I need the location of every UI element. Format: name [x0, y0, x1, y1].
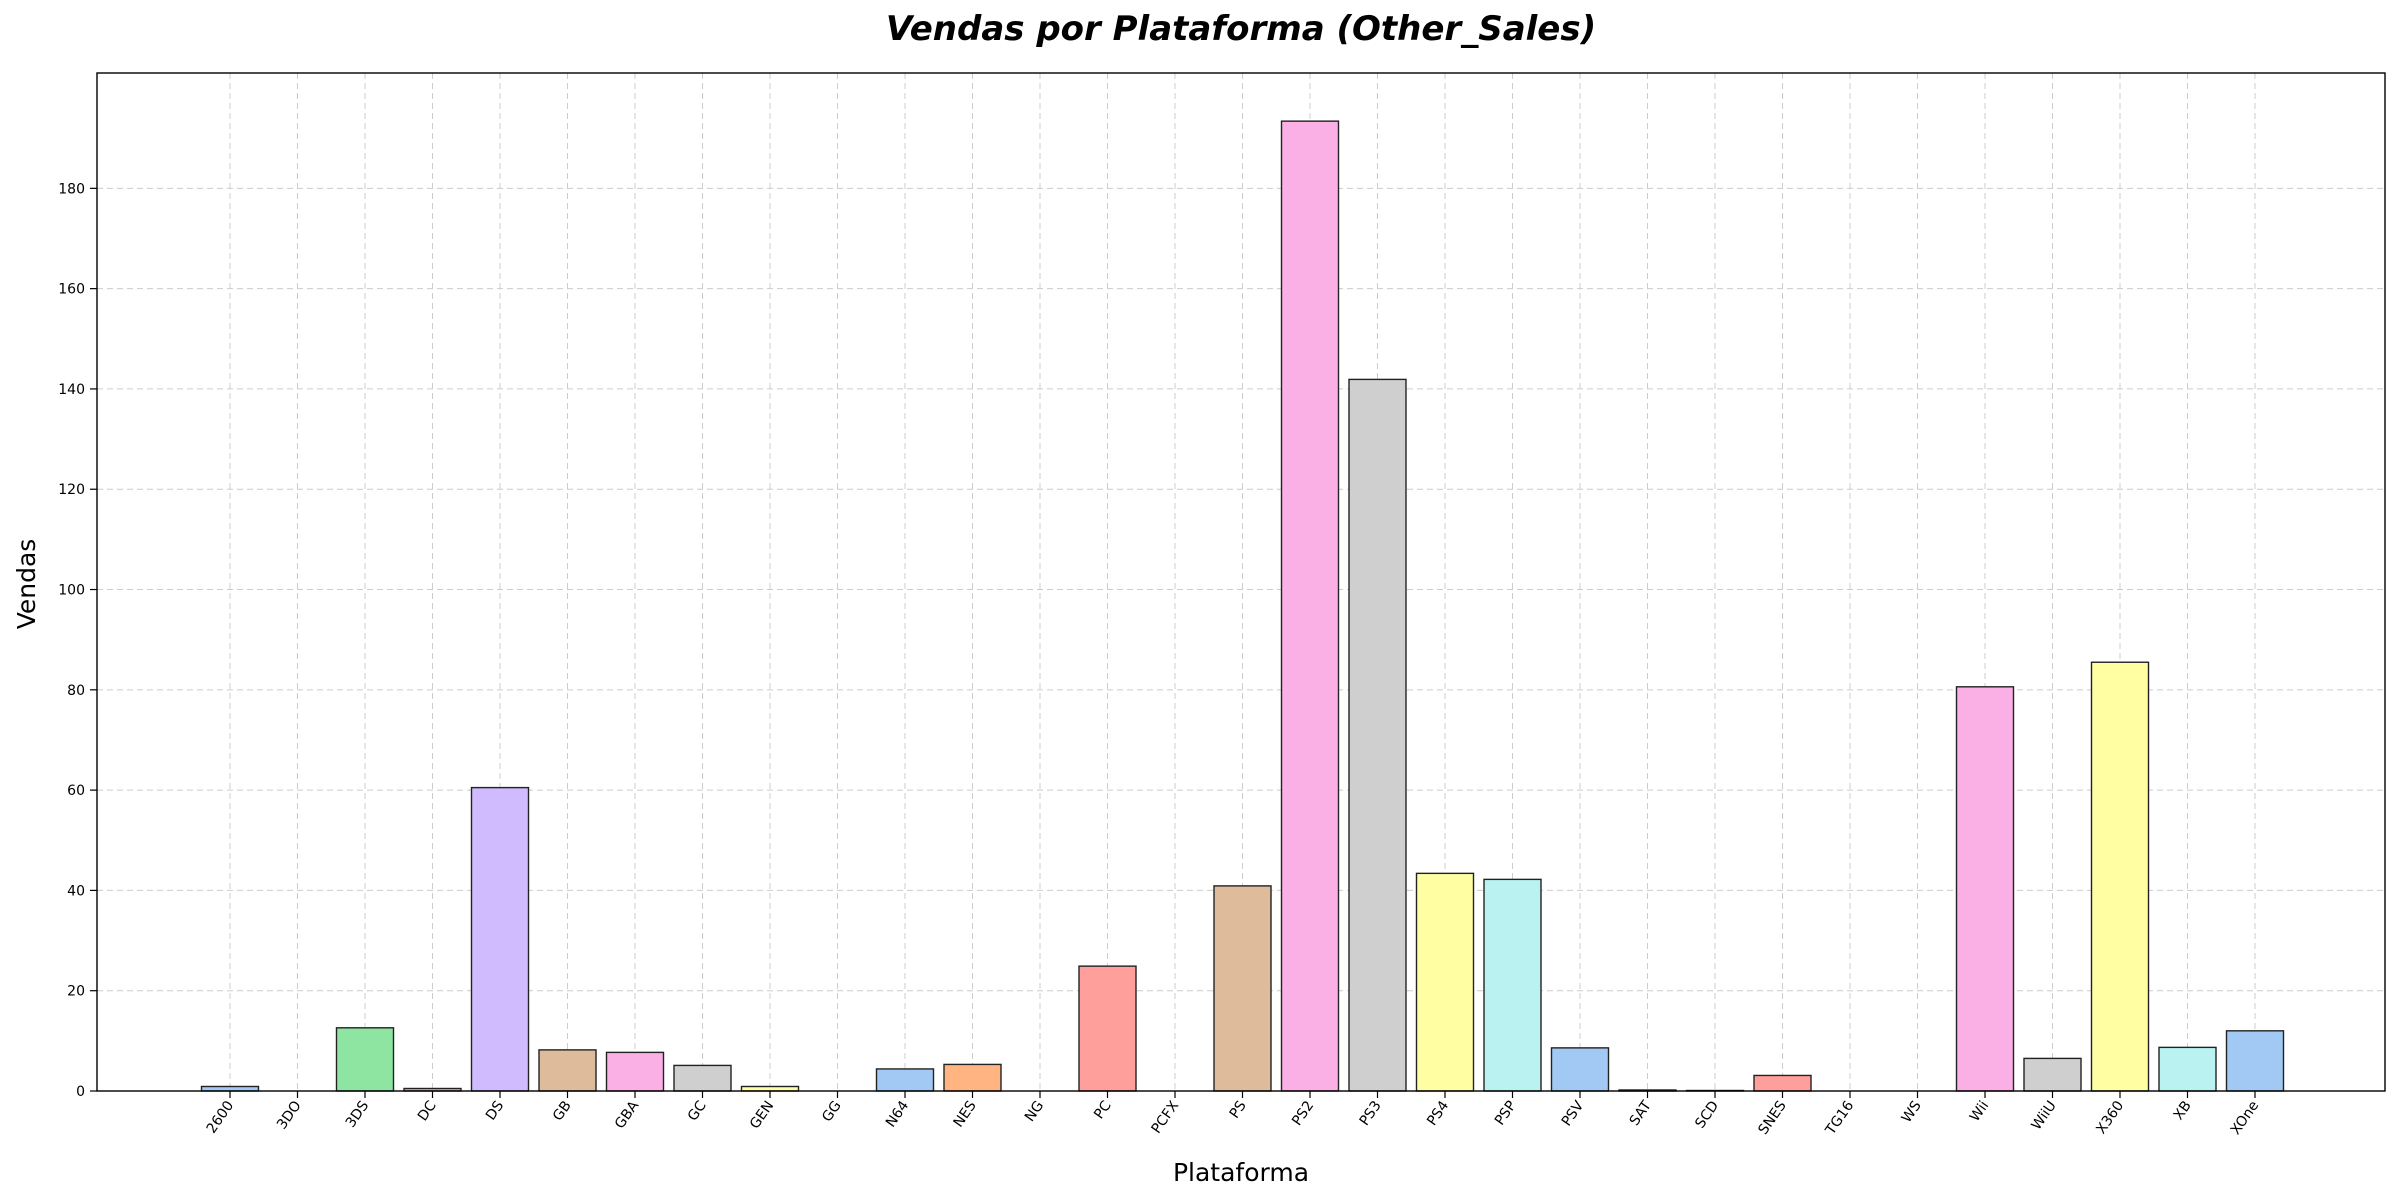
bar-psp — [1483, 878, 1542, 1092]
y-tick-label: 0 — [76, 1084, 85, 1100]
x-tick-label: PCFX — [1149, 1098, 1183, 1137]
x-tick-label: GBA — [612, 1098, 643, 1132]
y-axis-ticks: 0 20 40 60 80 100 120 140 160 180 — [58, 181, 97, 1100]
x-tick-label: SAT — [1627, 1098, 1655, 1129]
y-tick-label: 20 — [67, 984, 85, 1000]
x-tick-label: GB — [550, 1098, 575, 1124]
x-tick-label: GEN — [747, 1098, 777, 1132]
bar-snes — [1753, 1074, 1812, 1092]
x-tick-label: 2600 — [204, 1098, 238, 1136]
y-tick-label: 80 — [67, 683, 85, 699]
x-tick-label: PC — [1091, 1098, 1115, 1122]
x-tick-label: DS — [483, 1098, 507, 1123]
bar-gba — [605, 1051, 665, 1092]
bars — [200, 120, 2285, 1092]
bar-ds — [470, 786, 530, 1092]
y-tick-label: 60 — [67, 783, 85, 799]
bar-gc — [673, 1064, 732, 1092]
x-axis-ticks: 2600 3DO 3DS DC DS GB GBA GC GEN GG N64 NES NG PC PCFX… — [204, 1091, 2262, 1139]
x-tick-label: NG — [1022, 1098, 1047, 1125]
bar-ps3 — [1348, 378, 1407, 1092]
y-tick-label: 160 — [58, 282, 85, 298]
x-tick-label: GC — [685, 1098, 710, 1124]
y-tick-label: 100 — [58, 583, 85, 599]
x-tick-label: PS — [1227, 1098, 1250, 1121]
bar-gb — [538, 1049, 597, 1092]
bar-nes — [943, 1063, 1002, 1092]
x-tick-label: WS — [1899, 1098, 1925, 1126]
x-tick-label: TG16 — [1822, 1098, 1857, 1139]
x-tick-label: PS4 — [1424, 1098, 1452, 1129]
bar-ps — [1213, 885, 1272, 1092]
x-tick-label: XB — [2171, 1098, 2195, 1123]
bar-xone — [2225, 1030, 2285, 1092]
x-tick-label: PS3 — [1357, 1098, 1385, 1129]
bar-ps4 — [1415, 872, 1475, 1092]
x-tick-label: SNES — [1755, 1098, 1789, 1138]
bar-n64 — [875, 1068, 935, 1092]
x-tick-label: 3DS — [343, 1098, 373, 1131]
x-tick-label: PS2 — [1289, 1098, 1317, 1129]
bar-wiiu — [2023, 1057, 2082, 1092]
bar-psv — [1550, 1047, 1610, 1092]
chart-title: Vendas por Plataforma (Other_Sales) — [886, 9, 1596, 49]
x-tick-label: NES — [950, 1098, 979, 1130]
bar-xb — [2158, 1046, 2217, 1092]
x-tick-label: 3DO — [274, 1098, 305, 1132]
bar-ps2 — [1280, 120, 1340, 1092]
x-tick-label: WiiU — [2029, 1098, 2060, 1133]
y-tick-label: 120 — [58, 482, 85, 498]
x-tick-label: GG — [819, 1098, 845, 1125]
bar-wii — [1955, 686, 2015, 1092]
x-tick-label: XOne — [2228, 1098, 2262, 1138]
x-tick-label: DC — [415, 1098, 440, 1124]
x-tick-label: PSP — [1492, 1098, 1520, 1128]
bar-pc — [1078, 965, 1137, 1092]
x-tick-label: N64 — [883, 1098, 912, 1130]
bar-3ds — [335, 1027, 395, 1092]
x-tick-label: Wii — [1967, 1098, 1992, 1125]
x-tick-label: SCD — [1692, 1098, 1722, 1131]
x-tick-label: PSV — [1559, 1098, 1588, 1130]
bar-x360 — [2090, 661, 2150, 1092]
y-tick-label: 140 — [58, 382, 85, 398]
y-tick-label: 40 — [67, 883, 85, 899]
x-axis-label: Plataforma — [1173, 1158, 1309, 1187]
plot-area-frame — [96, 72, 2386, 1092]
x-tick-label: X360 — [2093, 1098, 2127, 1137]
y-axis-label: Vendas — [12, 539, 41, 630]
y-tick-label: 180 — [58, 181, 85, 197]
